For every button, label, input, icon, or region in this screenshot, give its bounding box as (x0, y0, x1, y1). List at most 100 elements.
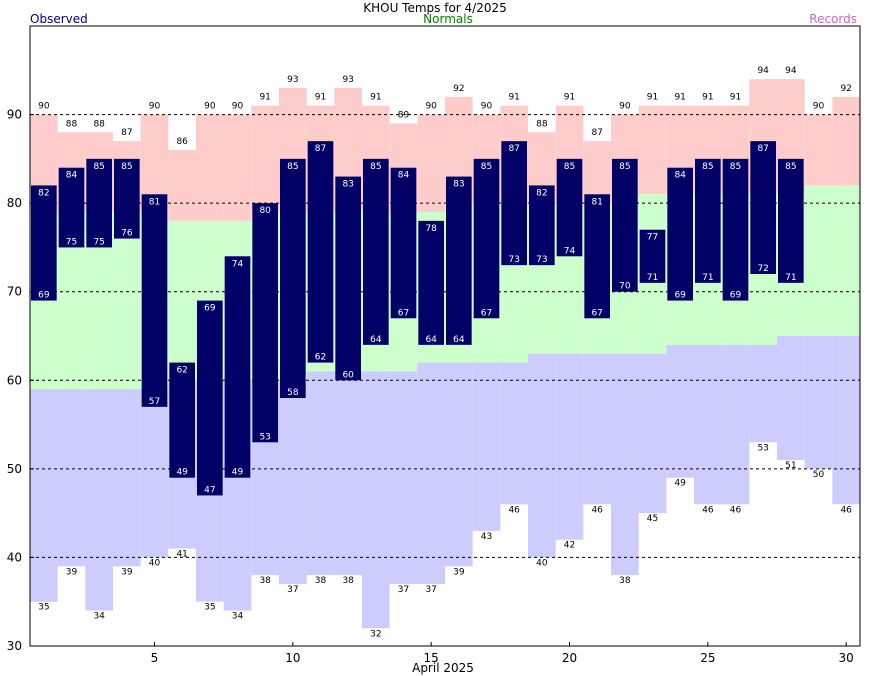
y-tick-label: 80 (7, 196, 22, 210)
record-high-label: 90 (149, 102, 161, 112)
observed-low-label: 71 (702, 273, 713, 283)
observed-high-label: 77 (647, 233, 658, 243)
record-high-label: 88 (536, 119, 548, 129)
axis-ticks: 30 40 50 60 70 80 90 5 10 15 20 25 30 (7, 108, 854, 665)
observed-high-label: 81 (591, 197, 602, 207)
observed-low-label: 72 (757, 264, 768, 274)
observed-high-label: 82 (38, 188, 49, 198)
y-tick-label: 50 (7, 462, 22, 476)
observed-low-label: 62 (315, 353, 326, 363)
observed-bar (86, 158, 112, 248)
chart-title: KHOU Temps for 4/2025 (363, 1, 507, 15)
record-low-label: 35 (38, 603, 49, 613)
observed-bar (695, 158, 721, 283)
record-low-label: 42 (564, 541, 575, 551)
record-low-band (555, 353, 584, 540)
observed-low-label: 69 (674, 291, 686, 301)
record-low-band (417, 362, 445, 584)
record-low-band (832, 336, 860, 505)
observed-bar (473, 158, 500, 319)
observed-high-label: 84 (66, 171, 78, 181)
record-low-label: 34 (93, 612, 105, 622)
record-high-label: 90 (38, 102, 50, 112)
observed-bar (141, 194, 168, 407)
observed-low-label: 76 (121, 229, 133, 239)
observed-bar (667, 167, 693, 301)
observed-low-label: 69 (730, 291, 742, 301)
record-low-label: 45 (647, 514, 658, 524)
observed-low-label: 53 (259, 432, 270, 442)
normal-band (832, 185, 860, 336)
observed-low-label: 57 (149, 397, 160, 407)
record-low-label: 46 (730, 505, 742, 515)
record-high-label: 90 (204, 102, 216, 112)
record-high-label: 91 (564, 93, 575, 103)
y-tick-label: 60 (7, 373, 22, 387)
observed-bar (556, 158, 583, 257)
record-low-band (777, 336, 805, 460)
observed-high-label: 85 (121, 162, 132, 172)
observed-bar (252, 203, 278, 443)
observed-bar (501, 141, 527, 266)
observed-low-label: 74 (564, 246, 576, 256)
record-low-label: 32 (370, 629, 381, 639)
record-high-label: 91 (370, 93, 381, 103)
record-low-label: 39 (66, 567, 78, 577)
record-low-band (389, 371, 418, 584)
record-low-band (694, 344, 722, 505)
observed-bar (58, 167, 85, 248)
record-low-label: 37 (398, 585, 409, 595)
record-high-label: 90 (425, 102, 437, 112)
observed-bar (224, 256, 251, 478)
record-low-label: 38 (259, 576, 271, 586)
observed-high-label: 85 (287, 162, 298, 172)
observed-bar (197, 300, 223, 496)
record-low-label: 39 (453, 567, 465, 577)
observed-bar (750, 141, 776, 274)
observed-low-label: 75 (66, 237, 77, 247)
record-high-label: 91 (259, 93, 270, 103)
record-low-label: 38 (315, 576, 327, 586)
record-high-label: 92 (840, 84, 851, 94)
observed-high-label: 85 (619, 162, 630, 172)
record-low-label: 49 (674, 479, 686, 489)
record-low-band (113, 389, 141, 567)
record-high-label: 93 (342, 75, 353, 85)
record-low-band (445, 362, 473, 567)
record-low-band (279, 380, 307, 584)
record-low-band (804, 336, 833, 469)
observed-high-label: 85 (702, 162, 713, 172)
record-high-label: 91 (647, 93, 658, 103)
observed-low-label: 71 (785, 273, 796, 283)
observed-low-label: 67 (481, 308, 492, 318)
observed-bar (307, 141, 334, 363)
observed-bar (31, 185, 57, 301)
record-low-band (85, 389, 113, 611)
observed-low-label: 47 (204, 485, 215, 495)
observed-low-label: 73 (536, 255, 547, 265)
record-high-label: 87 (591, 128, 602, 138)
observed-high-label: 85 (93, 162, 104, 172)
record-low-label: 37 (425, 585, 436, 595)
observed-bar (529, 185, 555, 266)
observed-high-label: 84 (398, 171, 410, 181)
observed-bar (390, 167, 417, 319)
gridlines (30, 114, 860, 558)
observed-bar (778, 158, 804, 283)
observed-low-label: 49 (232, 468, 244, 478)
observed-low-label: 60 (342, 370, 354, 380)
observed-bar (639, 229, 666, 283)
observed-high-label: 80 (259, 206, 271, 216)
observed-high-label: 83 (342, 180, 353, 190)
observed-bar (584, 194, 610, 319)
legend-observed: Observed (30, 12, 88, 26)
observed-high-label: 83 (453, 180, 464, 190)
observed-low-label: 75 (93, 237, 104, 247)
y-tick-label: 40 (7, 550, 22, 564)
record-low-band (500, 362, 528, 505)
record-high-band (168, 150, 196, 221)
record-high-label: 90 (232, 102, 244, 112)
observed-high-label: 62 (176, 366, 187, 376)
record-low-label: 51 (785, 461, 796, 471)
